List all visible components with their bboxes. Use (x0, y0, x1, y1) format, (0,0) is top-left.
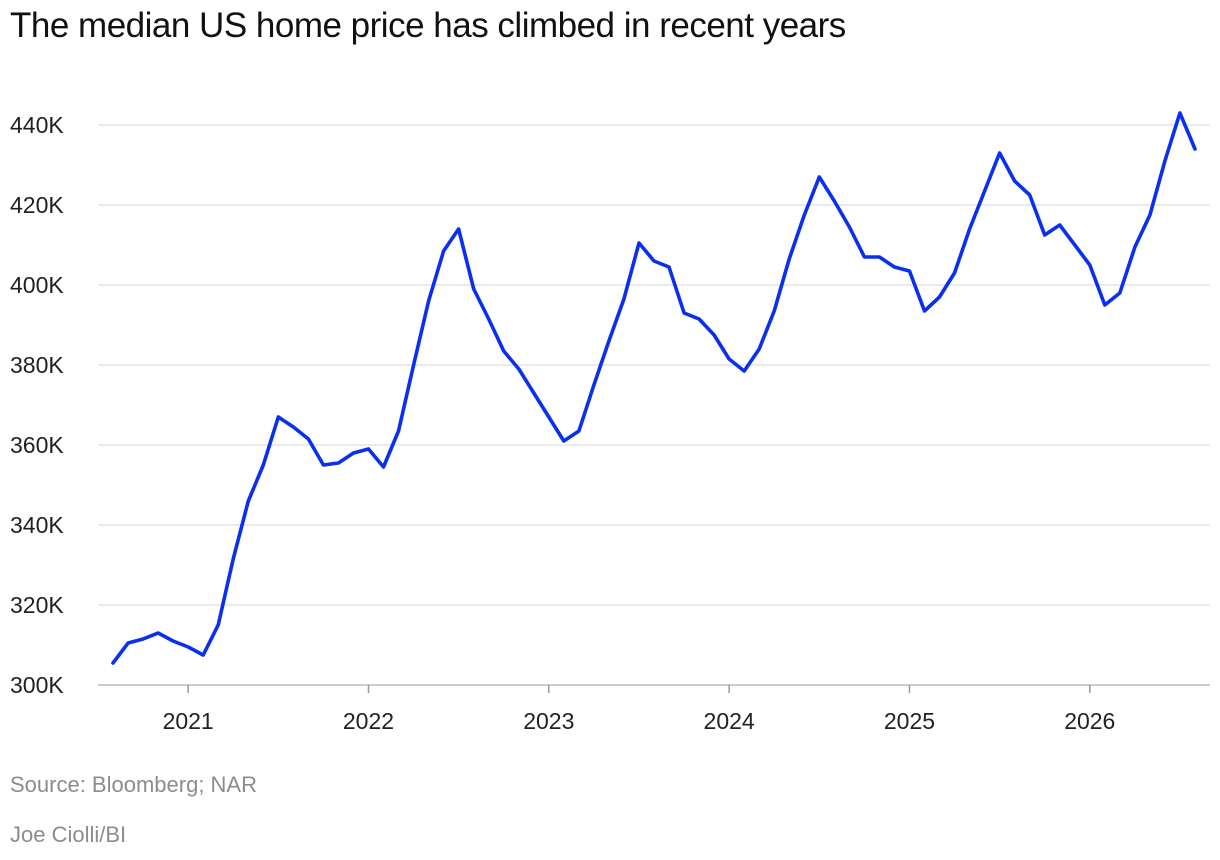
gridlines (98, 124, 1210, 606)
x-tick-label: 2025 (884, 708, 935, 734)
x-tick-label: 2023 (523, 708, 574, 734)
y-tick-label: 420K (10, 192, 64, 218)
source-note: Source: Bloomberg; NAR (10, 772, 257, 797)
x-tick-label: 2024 (704, 708, 755, 734)
y-tick-label: 440K (10, 112, 64, 138)
series-group (111, 111, 1197, 665)
series-line-0 (111, 111, 1197, 665)
y-tick-label: 340K (10, 512, 64, 538)
x-tick-label: 2022 (343, 708, 394, 734)
x-tick-label: 2026 (1064, 708, 1115, 734)
author-credit: Joe Ciolli/BI (10, 822, 127, 847)
x-axis: 2021 2022 2023 2024 2025 2026 (98, 684, 1210, 734)
y-tick-label: 400K (10, 272, 64, 298)
y-tick-label: 380K (10, 352, 64, 378)
y-tick-label: 360K (10, 432, 64, 458)
chart-title: The median US home price has climbed in … (10, 6, 846, 45)
y-axis-ticks: 300K 320K 340K 360K 380K 400K 420K 440K (10, 112, 64, 698)
y-tick-label: 320K (10, 592, 64, 618)
y-tick-label: 300K (10, 672, 64, 698)
x-tick-label: 2021 (163, 708, 214, 734)
